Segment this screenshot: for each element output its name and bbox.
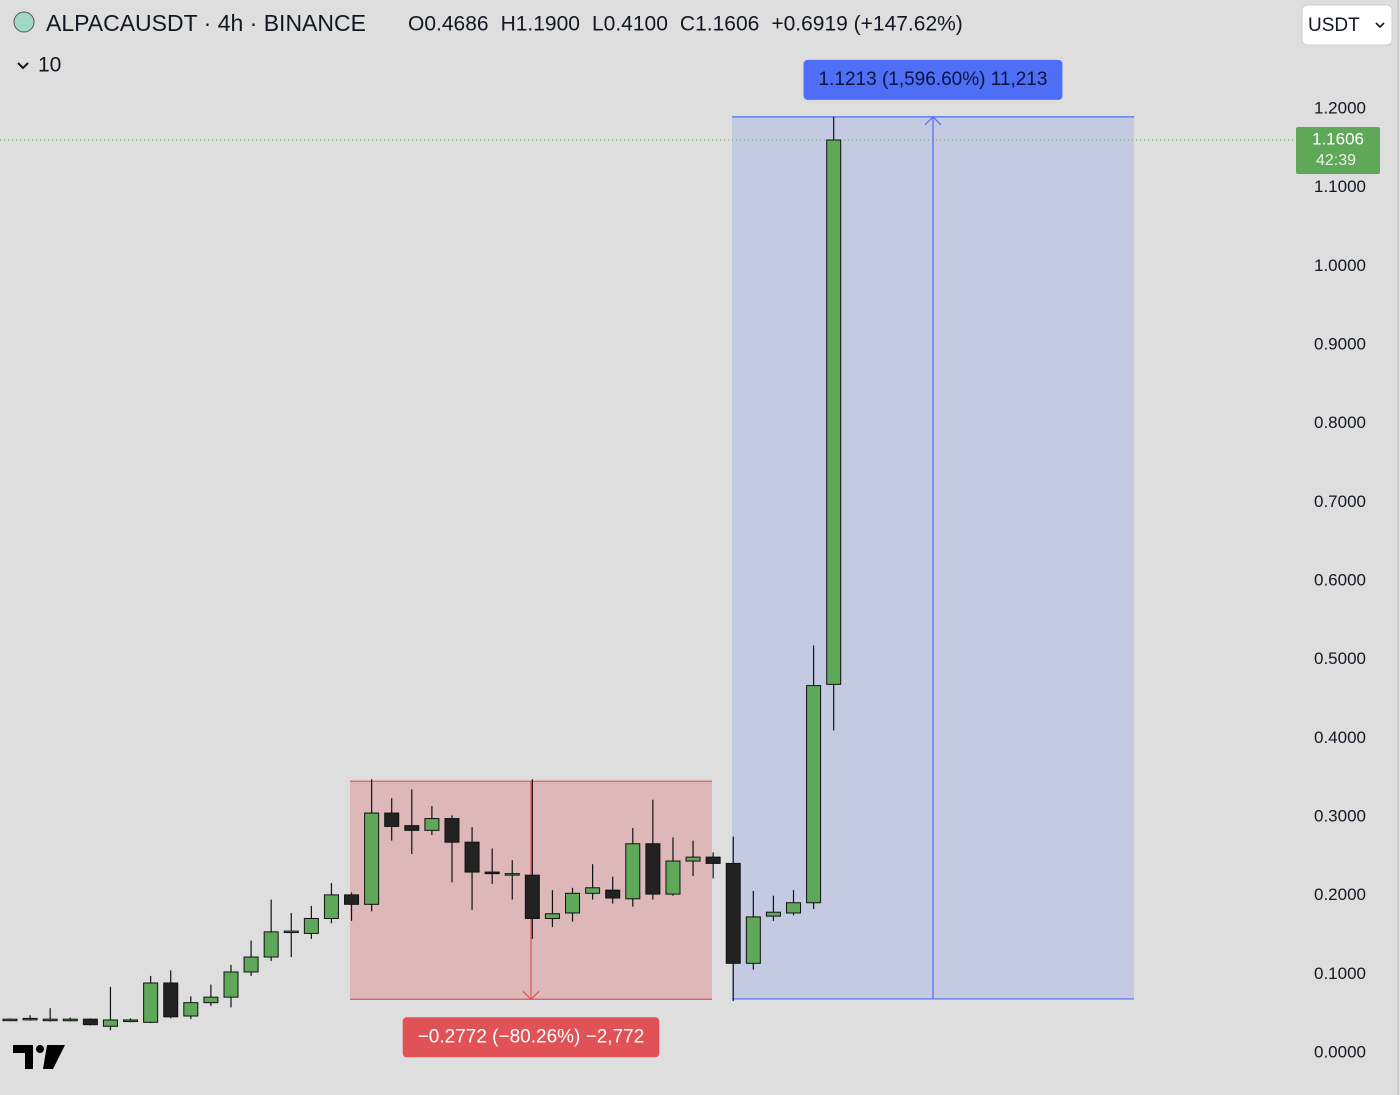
candle-body xyxy=(826,139,842,685)
candle-body xyxy=(424,818,440,831)
indicator[interactable]: 10 xyxy=(38,54,61,77)
candle-body xyxy=(725,862,741,964)
ohlc-value: C1.1606 xyxy=(680,13,759,36)
candle-body xyxy=(82,1018,98,1026)
y-tick-label: 1.0000 xyxy=(1314,256,1366,275)
candle-body xyxy=(42,1018,58,1022)
candle-body xyxy=(665,860,681,895)
candle-body xyxy=(283,930,299,934)
currency[interactable]: USDT xyxy=(1308,15,1360,36)
symbol-icon xyxy=(13,11,35,33)
y-tick-label: 0.8000 xyxy=(1314,413,1366,432)
candle-body xyxy=(323,894,339,919)
candle-body xyxy=(786,902,802,914)
candle-body xyxy=(203,996,219,1004)
y-tick-label: 0.1000 xyxy=(1314,964,1366,983)
ohlc-value: O0.4686 xyxy=(408,13,489,36)
candle-body xyxy=(464,841,480,873)
price-badge-value: 1.1606 xyxy=(1312,129,1364,148)
candle-body xyxy=(143,982,159,1023)
measure-label-text: 1.1213 (1,596.60%) 11,213 xyxy=(819,69,1048,90)
candle-body xyxy=(364,812,380,905)
currency-button[interactable] xyxy=(1301,4,1393,46)
y-tick-label: 0.2000 xyxy=(1314,885,1366,904)
candle-body xyxy=(625,843,641,900)
y-tick-label: 0.9000 xyxy=(1314,334,1366,353)
candle-body xyxy=(344,894,360,905)
candle-body xyxy=(685,856,701,862)
candle-body xyxy=(102,1019,118,1027)
arrow-head xyxy=(924,116,942,126)
tv-logo xyxy=(13,1045,65,1069)
symbol: ALPACAUSDT · 4h · BINANCE xyxy=(46,10,366,36)
candle-body xyxy=(484,871,500,875)
candle-body xyxy=(123,1019,139,1023)
y-tick-label: 0.5000 xyxy=(1314,649,1366,668)
measure-label: −0.2772 (−80.26%) −2,772 xyxy=(402,1017,660,1058)
candle-body xyxy=(2,1018,18,1022)
y-tick-label: 0.6000 xyxy=(1314,570,1366,589)
candle-body xyxy=(22,1017,38,1021)
measure-label-box xyxy=(803,59,1063,100)
candle-body xyxy=(705,856,721,864)
candle-body xyxy=(745,916,761,964)
change: +0.6919 (+147.62%) xyxy=(771,13,962,36)
candle-body xyxy=(444,818,460,843)
candle-body xyxy=(585,887,601,894)
y-tick-label: 0.4000 xyxy=(1314,728,1366,747)
candle-body xyxy=(62,1018,78,1022)
measure-label: 1.1213 (1,596.60%) 11,213 xyxy=(803,59,1063,100)
arrow-head xyxy=(522,990,540,1001)
dropdown-icon xyxy=(1375,22,1385,29)
candle-body xyxy=(404,825,420,831)
candle-body xyxy=(524,874,540,919)
measure-label-box xyxy=(402,1017,660,1058)
candle-body xyxy=(544,913,560,919)
candle-body xyxy=(806,685,822,904)
candle-body xyxy=(243,956,259,973)
ohlc: O0.4686 H1.1900 L0.4100 C1.1606 +0.6919 (+14… xyxy=(408,13,963,36)
candle-body xyxy=(163,982,179,1018)
ohlc-value: L0.4100 xyxy=(592,13,668,36)
candle-body xyxy=(303,917,319,934)
candle-body xyxy=(645,843,661,895)
candle-body xyxy=(384,812,400,827)
y-tick-label: 1.1000 xyxy=(1314,177,1366,196)
candle-body xyxy=(183,1002,199,1017)
y-tick-label: 0.7000 xyxy=(1314,492,1366,511)
collapse-icon[interactable] xyxy=(17,62,29,70)
candle-body xyxy=(605,889,621,899)
y-tick-label: 1.2000 xyxy=(1314,98,1366,117)
price-badge xyxy=(1296,126,1380,174)
y-tick-label: 0.3000 xyxy=(1314,806,1366,825)
candle-body xyxy=(223,971,239,998)
measure-label-text: −0.2772 (−80.26%) −2,772 xyxy=(418,1026,645,1047)
candle-body xyxy=(565,892,581,914)
y-tick-label: 0.0000 xyxy=(1314,1042,1366,1061)
candle-body xyxy=(263,931,279,958)
price-badge-timer: 42:39 xyxy=(1316,152,1356,169)
candle-body xyxy=(765,911,781,917)
candle-body xyxy=(504,873,520,876)
ohlc-value: H1.1900 xyxy=(501,13,580,36)
